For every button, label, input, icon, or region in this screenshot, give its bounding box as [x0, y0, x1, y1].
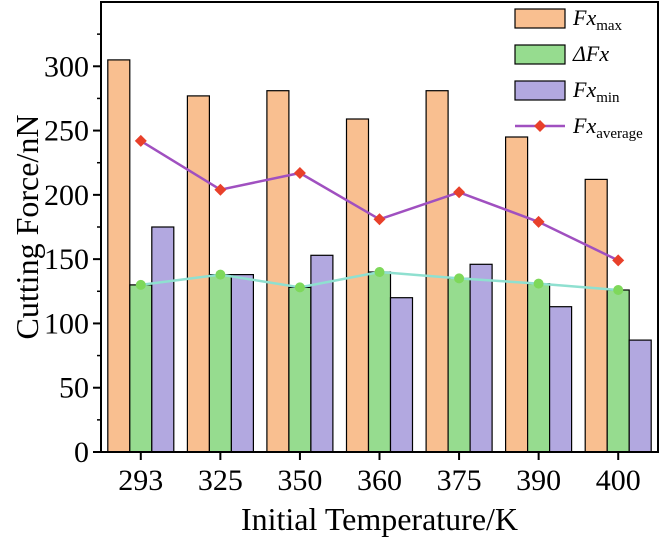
- legend-label-main: ΔFx: [572, 41, 609, 66]
- point-Fx_average-375: [453, 186, 466, 199]
- bar-ΔFx-325: [208, 274, 232, 453]
- bars-layer: [107, 59, 652, 453]
- point-ΔFx-360: [374, 267, 385, 277]
- legend-label-main: Fx: [572, 77, 596, 102]
- y-tick-label-100: 100: [44, 307, 89, 340]
- line-Fx_average: [140, 139, 619, 262]
- ticks-layer: 0 50 100 150 200 250 300 293 325 350 360 375 390 400: [44, 33, 641, 497]
- bar-Fx_max-360: [345, 118, 370, 453]
- point-Fx_average-360: [373, 213, 386, 226]
- lines-layer: [134, 134, 625, 295]
- bar-Fx_max-375: [425, 90, 449, 453]
- bar-Fx_max-400: [584, 178, 608, 453]
- point-Fx_average-390: [532, 215, 545, 228]
- y-tick-label-50: 50: [59, 372, 89, 405]
- bar-Fx_max-350: [266, 90, 290, 453]
- x-tick-label-360: 360: [357, 464, 402, 497]
- x-tick-label-325: 325: [198, 464, 243, 497]
- y-tick-label-250: 250: [44, 115, 89, 148]
- y-axis-title: Cutting Force/nN: [9, 115, 45, 340]
- x-tick-label-390: 390: [516, 464, 561, 497]
- point-ΔFx-350: [294, 282, 305, 293]
- bar-Fx_max-325: [186, 95, 210, 453]
- y-tick-label-200: 200: [44, 179, 89, 212]
- bar-ΔFx-390: [526, 283, 551, 453]
- point-Fx_average-350: [293, 167, 306, 179]
- legend-label-main: Fx: [572, 5, 596, 30]
- bar-Fx_min-360: [389, 297, 414, 453]
- legend-label-subscript: min: [596, 90, 620, 106]
- point-ΔFx-390: [533, 278, 544, 289]
- point-Fx_average-325: [214, 183, 227, 196]
- legend-swatch-Fx_max: [514, 8, 566, 29]
- bar-ΔFx-360: [367, 271, 392, 453]
- legend-swatch-ΔFx: [514, 44, 566, 65]
- x-axis-title: Initial Temperature/K: [241, 501, 518, 537]
- bar-ΔFx-375: [447, 277, 471, 453]
- point-ΔFx-375: [454, 273, 465, 284]
- legend-label-subscript: average: [596, 126, 643, 142]
- legend-label-subscript: max: [596, 18, 622, 34]
- point-Fx_average-400: [612, 254, 625, 267]
- bar-Fx_min-400: [628, 339, 652, 453]
- y-tick-label-150: 150: [44, 243, 89, 276]
- bar-Fx_min-390: [548, 306, 573, 453]
- bar-ΔFx-293: [129, 284, 153, 453]
- x-tick-label-375: 375: [437, 464, 482, 497]
- legend-marker-Fx_average: [534, 120, 546, 132]
- bar-Fx_min-293: [151, 226, 175, 453]
- point-ΔFx-325: [215, 269, 226, 280]
- y-tick-label-300: 300: [44, 50, 89, 83]
- point-Fx_average-293: [134, 134, 147, 147]
- bar-ΔFx-400: [606, 289, 630, 453]
- bar-Fx_max-390: [505, 136, 529, 453]
- point-ΔFx-293: [135, 279, 146, 290]
- bar-Fx_min-375: [469, 263, 493, 453]
- bar-ΔFx-350: [288, 286, 312, 453]
- bar-Fx_min-325: [230, 274, 254, 453]
- x-tick-label-400: 400: [596, 464, 641, 497]
- point-ΔFx-400: [613, 285, 624, 295]
- legend-label-Fx_min: Fxmin: [572, 77, 620, 106]
- x-tick-label-350: 350: [277, 464, 322, 497]
- legend-swatch-Fx_min: [514, 80, 566, 101]
- legend-label-main: Fx: [572, 113, 596, 138]
- bar-Fx_max-293: [107, 59, 131, 453]
- legend-label-Fx_average: Fxaverage: [572, 113, 643, 142]
- legend-label-ΔFx: ΔFx: [572, 41, 609, 66]
- y-tick-label-0: 0: [74, 436, 89, 469]
- legend-label-Fx_max: Fxmax: [572, 5, 623, 34]
- x-tick-label-293: 293: [118, 464, 163, 497]
